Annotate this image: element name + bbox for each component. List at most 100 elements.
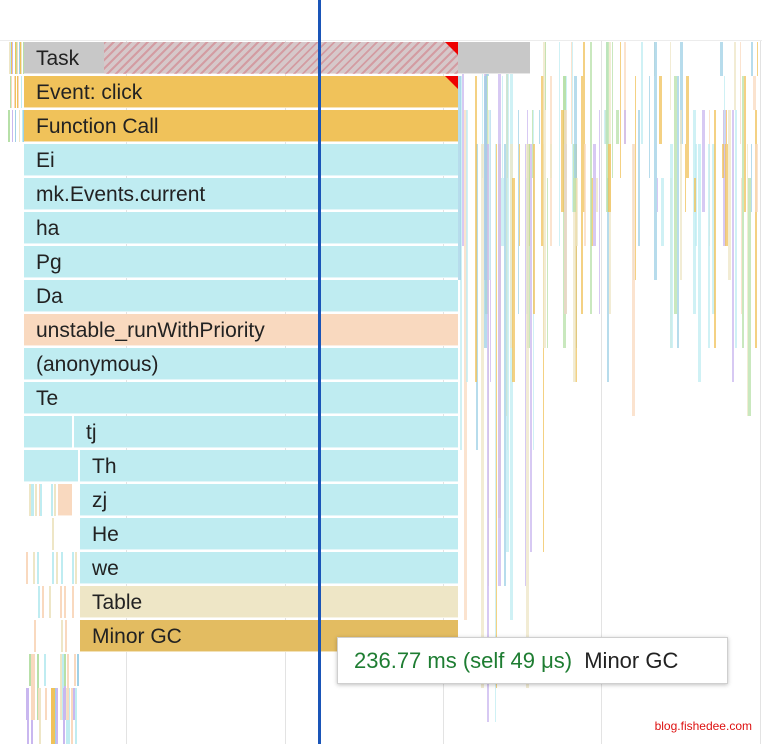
small-event-sliver <box>561 110 564 212</box>
small-event-sliver <box>62 654 64 720</box>
frame-table[interactable]: Table <box>80 586 458 618</box>
small-event-sliver <box>29 484 31 516</box>
frame-ha[interactable]: ha <box>24 212 458 244</box>
small-event-sliver <box>624 42 626 144</box>
small-event-sliver <box>708 144 710 348</box>
small-event-sliver <box>74 654 76 686</box>
small-event-sliver <box>49 586 51 618</box>
frame-label: Th <box>92 455 117 478</box>
small-event-sliver <box>10 42 11 74</box>
small-event-sliver <box>19 110 20 142</box>
frame-te[interactable]: Te <box>24 382 458 414</box>
small-event-sliver <box>680 110 682 280</box>
small-event-sliver <box>482 42 483 178</box>
small-event-sliver <box>9 110 10 142</box>
small-event-sliver <box>458 76 461 280</box>
small-event-sliver <box>596 178 598 212</box>
small-event-sliver <box>37 654 39 720</box>
small-event-sliver <box>564 110 567 314</box>
frame-label: tj <box>86 421 97 444</box>
frame-pg[interactable]: Pg <box>24 246 458 278</box>
frame-label: (anonymous) <box>36 353 159 376</box>
small-event-sliver <box>722 144 724 178</box>
small-event-sliver <box>734 42 736 110</box>
frame-we[interactable]: we <box>80 552 458 584</box>
long-task-warning-icon <box>445 42 458 55</box>
event-click-label: Event: click <box>36 81 143 104</box>
small-event-sliver <box>624 110 626 144</box>
small-event-sliver <box>17 76 18 108</box>
small-event-sliver <box>599 110 600 314</box>
frame-unstable-run-with-priority[interactable]: unstable_runWithPriority <box>24 314 458 346</box>
small-event-sliver <box>33 552 35 584</box>
task-bar[interactable]: Task <box>24 42 458 74</box>
small-event-sliver <box>670 144 673 348</box>
small-event-sliver <box>741 178 742 314</box>
small-event-sliver <box>37 552 39 584</box>
small-event-sliver <box>26 552 28 584</box>
small-event-sliver <box>71 688 73 744</box>
small-event-sliver <box>572 42 573 212</box>
small-event-sliver <box>583 42 585 212</box>
small-event-sliver <box>751 144 752 212</box>
small-event-sliver <box>501 178 504 246</box>
small-event-sliver <box>543 144 544 552</box>
small-event-sliver <box>54 484 56 516</box>
event-click-bar[interactable]: Event: click <box>24 76 458 108</box>
small-event-sliver <box>751 42 753 76</box>
small-event-sliver <box>64 654 66 686</box>
frame-zj[interactable]: zj <box>80 484 458 516</box>
small-event-sliver <box>21 76 22 108</box>
frame-label: Ei <box>36 149 55 172</box>
small-event-sliver <box>604 110 606 144</box>
function-call-bar[interactable]: Function Call <box>24 110 458 142</box>
small-event-sliver <box>581 76 583 314</box>
small-event-sliver <box>39 688 41 744</box>
frame-anonymous[interactable]: (anonymous) <box>24 348 458 380</box>
small-event-sliver <box>591 178 593 246</box>
small-event-sliver <box>10 76 11 108</box>
small-event-sliver <box>748 178 751 416</box>
frame-mk-events-current[interactable]: mk.Events.current <box>24 178 458 210</box>
small-event-sliver <box>519 144 520 246</box>
small-event-sliver <box>15 110 16 142</box>
small-event-sliver <box>726 110 727 144</box>
small-event-sliver <box>559 42 560 246</box>
small-event-sliver <box>641 42 643 144</box>
small-event-sliver <box>484 76 487 348</box>
time-cursor-line[interactable] <box>318 0 321 744</box>
task-bar-continuation[interactable] <box>458 42 530 74</box>
small-event-sliver <box>590 42 592 314</box>
small-event-sliver <box>502 76 503 178</box>
event-warning-icon <box>445 76 458 89</box>
frame-label: zj <box>92 489 108 512</box>
watermark: blog.fishedee.com <box>654 719 752 733</box>
frame-label: He <box>92 523 119 546</box>
grid-line <box>760 0 761 744</box>
small-event-sliver <box>525 144 526 586</box>
small-event-sliver <box>545 42 546 110</box>
frame-da[interactable]: Da <box>24 280 458 312</box>
frame-he[interactable]: He <box>80 518 458 550</box>
frame-ei[interactable]: Ei <box>24 144 458 176</box>
small-event-sliver <box>496 144 497 688</box>
frame-tj[interactable]: tj <box>74 416 458 448</box>
frame-sibling[interactable] <box>24 416 72 448</box>
small-event-sliver <box>34 620 36 652</box>
small-event-sliver <box>64 586 66 618</box>
frame-sibling[interactable] <box>24 450 78 482</box>
small-event-sliver <box>723 110 726 246</box>
long-task-hatch <box>104 42 458 74</box>
small-event-sliver <box>52 552 54 584</box>
frame-label: mk.Events.current <box>36 183 206 206</box>
small-event-sliver <box>15 76 16 108</box>
small-event-sliver <box>60 586 62 618</box>
frame-th[interactable]: Th <box>80 450 458 482</box>
small-event-sliver <box>576 178 578 246</box>
small-event-sliver <box>489 110 491 280</box>
frame-small-peach[interactable] <box>58 484 72 516</box>
small-event-sliver <box>51 484 53 516</box>
small-event-sliver <box>755 144 758 212</box>
small-event-sliver <box>31 654 33 720</box>
